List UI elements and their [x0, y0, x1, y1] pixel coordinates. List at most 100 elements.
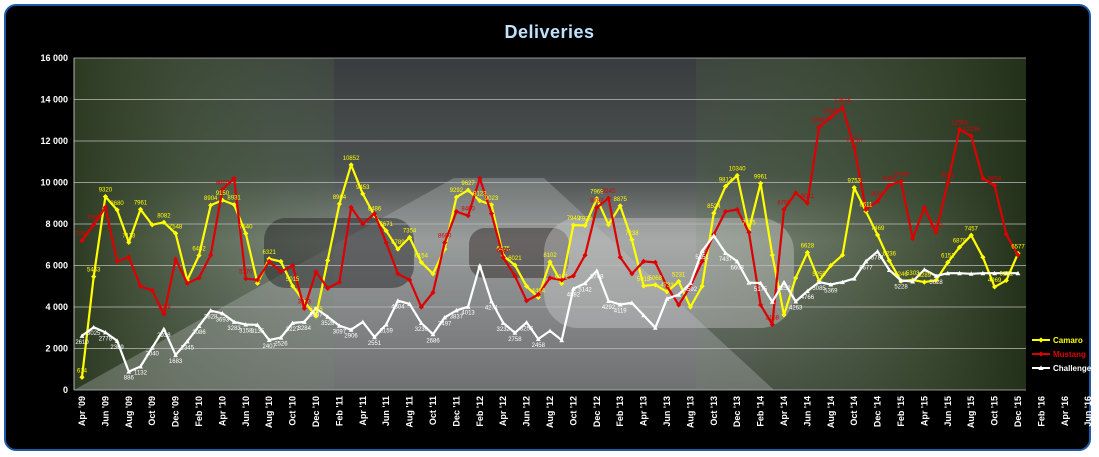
legend-marker [1038, 337, 1044, 343]
data-point [547, 275, 553, 281]
data-label: 6145 [309, 307, 323, 313]
data-point [722, 208, 729, 215]
data-label: 9961 [754, 174, 768, 180]
data-label: 9320 [99, 188, 113, 194]
data-point [769, 252, 775, 258]
y-tick-label: 0 [63, 385, 68, 395]
series-layer [79, 104, 1021, 380]
data-label: 4292 [602, 305, 616, 311]
data-point [617, 302, 623, 307]
legend-label: Challenger [1053, 364, 1094, 373]
data-point [535, 294, 541, 300]
data-label: 2369 [110, 345, 124, 351]
data-label: 6171 [555, 274, 569, 280]
data-label: 2345 [181, 345, 195, 351]
data-label: 8102 [543, 253, 557, 259]
x-tick-label: Dec '10 [311, 396, 321, 427]
data-point [641, 312, 646, 318]
data-point [91, 222, 97, 228]
data-label: 5085 [812, 286, 826, 292]
data-point [418, 304, 424, 310]
data-point [524, 298, 530, 304]
data-point [746, 229, 752, 235]
data-point [126, 369, 132, 374]
data-point [126, 254, 132, 260]
data-label: 6789 [391, 240, 405, 246]
x-tick-label: Aug '12 [545, 396, 555, 428]
data-point [313, 305, 319, 311]
data-point [699, 258, 705, 264]
data-point [945, 259, 951, 265]
data-point [488, 202, 495, 208]
data-label: 7469 [871, 226, 885, 232]
data-point [430, 331, 436, 337]
data-label: 7548 [169, 224, 183, 230]
data-point [360, 319, 366, 324]
data-point [196, 275, 202, 281]
data-point [570, 273, 576, 279]
data-point [243, 275, 249, 282]
data-label: 1683 [169, 359, 183, 365]
data-point [103, 329, 108, 335]
data-point [886, 258, 892, 264]
x-tick-label: Apr '11 [358, 396, 368, 426]
data-label: 9023 [485, 196, 499, 202]
data-point [243, 322, 249, 327]
data-label: 2610 [75, 340, 89, 346]
data-point [407, 301, 412, 306]
data-label: 10852 [343, 156, 360, 162]
data-point [992, 270, 997, 276]
data-point [477, 198, 483, 204]
x-tick-label: Feb '13 [615, 396, 625, 427]
data-label: 9011 [801, 194, 815, 200]
data-label: 3828 [204, 315, 218, 321]
data-point [313, 269, 319, 275]
data-point [255, 322, 260, 327]
data-label: 9627 [461, 181, 475, 187]
data-label: 7540 [239, 225, 253, 231]
data-label: 6236 [883, 252, 897, 258]
data-point [605, 195, 612, 201]
data-label: 7437 [719, 257, 733, 263]
data-point [910, 279, 916, 284]
data-label: 5463 [87, 268, 101, 274]
data-point [512, 330, 518, 335]
data-point [921, 279, 927, 285]
data-point [430, 271, 436, 277]
data-point [804, 249, 810, 256]
data-point [535, 291, 541, 298]
data-point [676, 302, 682, 308]
data-point [933, 229, 939, 235]
x-tick-label: Apr '13 [639, 396, 649, 426]
data-point [278, 269, 284, 275]
data-label: 1132 [134, 371, 148, 377]
data-point [699, 248, 705, 253]
data-point [1003, 231, 1009, 237]
data-point [220, 310, 225, 316]
data-label: 886 [124, 376, 135, 382]
data-label: 2906 [344, 334, 358, 340]
data-point [114, 338, 120, 343]
x-tick-label: Dec '14 [873, 396, 883, 427]
data-point [407, 234, 413, 241]
data-point [863, 206, 869, 213]
data-label: 4304 [391, 305, 405, 311]
data-point [383, 228, 389, 234]
data-point [79, 374, 85, 380]
data-point [1015, 252, 1021, 258]
data-point [371, 211, 378, 217]
x-tick-label: Oct '11 [428, 396, 438, 425]
x-tick-label: Jun '16 [1083, 396, 1093, 427]
data-point [898, 278, 904, 283]
data-point [383, 240, 389, 246]
data-point [559, 277, 565, 283]
data-point [278, 258, 284, 265]
x-tick-label: Jun '14 [802, 396, 812, 427]
data-point [266, 337, 272, 343]
data-point [79, 333, 85, 338]
data-point [676, 292, 682, 297]
data-point [629, 271, 635, 277]
data-label: 6482 [192, 246, 206, 252]
data-point [605, 222, 612, 228]
data-point [231, 319, 237, 324]
